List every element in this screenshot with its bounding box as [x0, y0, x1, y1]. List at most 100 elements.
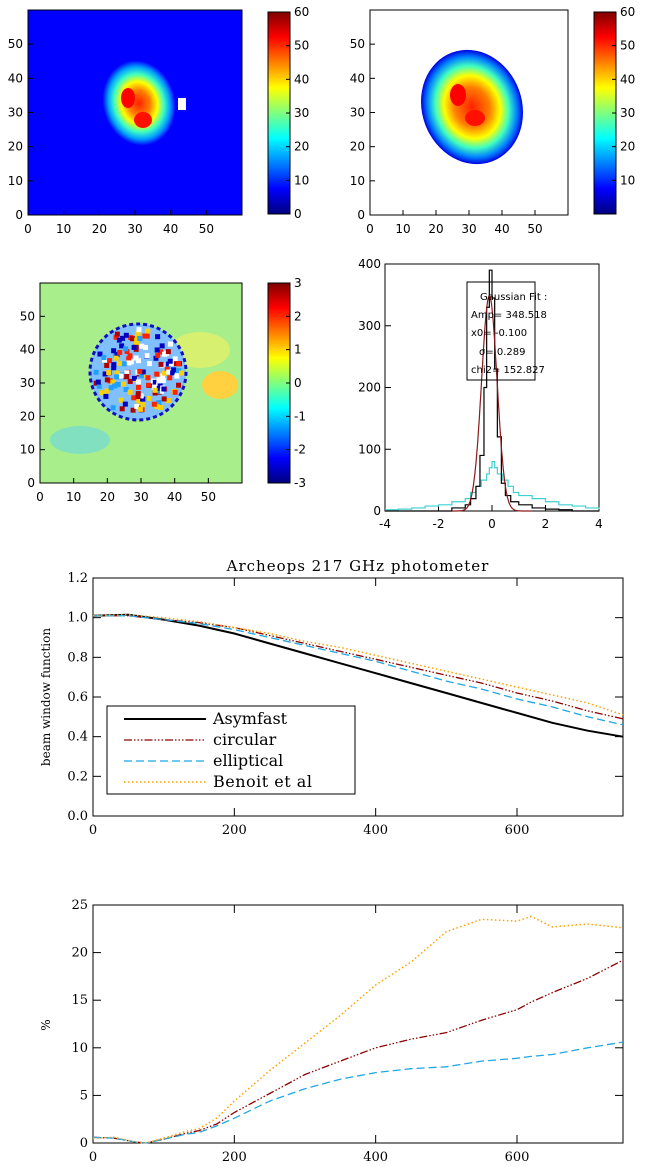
residual-pixel [126, 360, 132, 366]
residual-pixel [135, 384, 141, 390]
map-x-tick-label: 20 [92, 222, 107, 236]
map-b-core-1 [450, 84, 466, 106]
residual-pixel [104, 363, 110, 369]
window-y-tick-label: 0.0 [67, 809, 88, 824]
colorbar-tick-label: 10 [294, 173, 309, 187]
map-c-swirl-2 [202, 371, 238, 399]
histogram-y-tick-label: 200 [358, 381, 381, 395]
residual-pixel [137, 406, 143, 412]
residual-pixel [144, 353, 150, 359]
window-axes: 0 200 400 600 0.0 0.2 0.4 0.6 0.8 1.0 1.2 [67, 571, 623, 838]
residual-pixel [152, 390, 158, 396]
residual-pixel [127, 389, 133, 395]
map-y-tick-label: 30 [20, 376, 35, 390]
residual-pixel [121, 361, 127, 367]
map-a-beam [102, 60, 176, 146]
residual-pixel [95, 379, 101, 385]
colorbar-tick-label: -3 [294, 476, 306, 490]
residual-pixel [116, 360, 122, 366]
residual-pixel [145, 382, 151, 388]
residual-pixel [172, 356, 178, 362]
residual-pixel [154, 403, 160, 409]
residual-pixel [140, 369, 146, 375]
map-x-tick-label: 50 [201, 490, 216, 504]
map-x-tick-label: 50 [199, 222, 214, 236]
residual-pixel [166, 369, 172, 375]
residual-pixel [103, 393, 109, 399]
residual-pixel [113, 355, 119, 361]
legend-label-benoit: Benoit et al [213, 772, 312, 791]
map-x-tick-label: 10 [56, 222, 71, 236]
fit-box-title: Gaussian Fit : [480, 292, 547, 303]
residual-pixel [97, 351, 103, 357]
fit-box-frame [466, 281, 536, 381]
gaussian-fit-curve [451, 294, 532, 512]
residual-pixel [142, 344, 148, 350]
residual-pixel [172, 389, 178, 395]
residual-pixel [152, 387, 158, 393]
colorbar-tick-label: 20 [294, 140, 309, 154]
map-x-tick-label: 30 [133, 490, 148, 504]
residual-pixel [127, 353, 133, 359]
fit-box-x0: x0= -0.100 [471, 328, 527, 339]
residual-pixel [121, 381, 127, 387]
map-y-tick-label: 10 [20, 443, 35, 457]
window-legend: Asymfast circular elliptical Benoit et a… [106, 705, 356, 795]
residual-pixel [122, 401, 128, 407]
fit-box: Gaussian Fit : Amp= 348.518 x0= -0.100 σ… [466, 281, 547, 381]
map-y-tick-label: 50 [20, 309, 35, 323]
residual-pixel [99, 390, 105, 396]
residual-pixel [137, 368, 143, 374]
percent-ylabel: % [39, 1019, 53, 1030]
legend-label-circular: circular [213, 730, 277, 749]
colorbar-tick-label: 40 [620, 72, 635, 86]
residual-pixel [135, 397, 141, 403]
residual-pixel [156, 377, 162, 383]
residual-pixel [123, 332, 129, 338]
residual-pixel [135, 379, 141, 385]
residual-pixel [124, 370, 130, 376]
residual-pixel [161, 386, 167, 392]
histogram-y-tick-label: 400 [358, 257, 381, 271]
residual-pixel [136, 358, 142, 364]
residual-pixel [127, 378, 133, 384]
percent-y-tick-label: 15 [71, 993, 88, 1008]
percent-axes: 0 200 400 600 0 5 10 15 20 25 [71, 898, 623, 1165]
residual-pixel [113, 334, 119, 340]
window-y-tick-label: 0.8 [67, 650, 88, 665]
residual-pixel [167, 341, 173, 347]
residual-pixel [119, 406, 125, 412]
histogram-series [385, 269, 600, 512]
residual-pixel [126, 356, 132, 362]
colorbar-tick-label: 30 [294, 106, 309, 120]
map-y-tick-label: 40 [20, 343, 35, 357]
map-b-panel: 0 10 20 30 40 50 0 10 20 30 40 50 10 20 30 40 50 60 [350, 5, 636, 236]
residual-pixel [158, 405, 164, 411]
residual-pixel [104, 377, 110, 383]
window-x-tick-label: 600 [505, 823, 530, 838]
residual-pixel [151, 401, 157, 407]
residual-pixel [108, 385, 114, 391]
residual-pixel [117, 349, 123, 355]
window-y-tick-label: 0.6 [67, 690, 88, 705]
window-series [92, 613, 624, 738]
residual-pixel [153, 355, 159, 361]
percent-x-tick-label: 200 [222, 1150, 247, 1165]
residual-pixel [154, 347, 160, 353]
residual-pixel [101, 355, 107, 361]
colorbar-tick-label: 60 [620, 5, 635, 19]
legend-label-elliptical: elliptical [213, 751, 283, 770]
map-y-tick-label: 40 [8, 71, 23, 85]
residual-pixel [170, 370, 176, 376]
residual-pixel [154, 371, 160, 377]
residual-pixel [114, 370, 120, 376]
residual-pixel [145, 375, 151, 381]
legend-label-asymfast: Asymfast [212, 709, 288, 728]
residual-pixel [138, 373, 144, 379]
colorbar-tick-label: 40 [294, 72, 309, 86]
residual-pixel [135, 391, 141, 397]
residual-pixel [164, 366, 170, 372]
map-y-tick-label: 50 [8, 37, 23, 51]
residual-pixel [165, 349, 171, 355]
